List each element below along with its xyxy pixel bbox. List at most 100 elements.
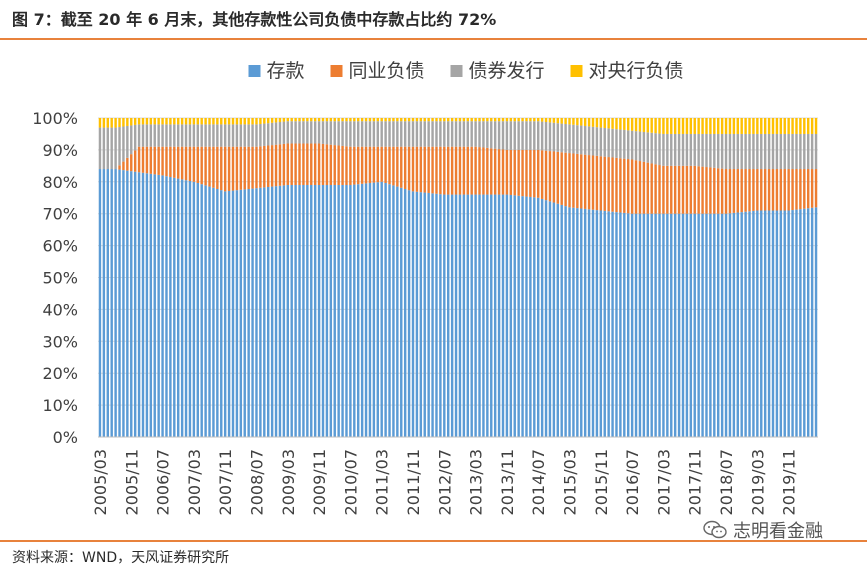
bar-segment	[767, 210, 771, 437]
bar-segment	[435, 121, 438, 147]
bar-segment	[779, 118, 783, 134]
bar-segment	[544, 118, 548, 122]
bar-segment	[638, 213, 642, 437]
bar-segment	[474, 118, 477, 122]
bar-segment	[274, 144, 278, 187]
bar-segment	[126, 125, 129, 158]
bar-segment	[447, 194, 450, 437]
bar-segment	[388, 146, 391, 185]
bar-segment	[580, 208, 583, 437]
bar-segment	[677, 118, 681, 134]
bar-segment	[263, 118, 266, 124]
bar-segment	[740, 212, 743, 437]
bar-segment	[270, 118, 274, 123]
bar-segment	[763, 169, 767, 211]
bar-segment	[122, 161, 125, 171]
bar-segment	[572, 153, 575, 208]
bar-segment	[521, 196, 524, 437]
bar-segment	[188, 124, 192, 147]
bar-segment	[458, 121, 462, 147]
bar-segment	[760, 133, 763, 170]
bar-segment	[161, 146, 164, 176]
bar-segment	[560, 123, 563, 153]
bar-segment	[333, 184, 336, 437]
bar-segment	[709, 118, 712, 134]
bar-segment	[165, 118, 168, 125]
bar-segment	[634, 213, 638, 437]
bar-segment	[744, 169, 747, 212]
bar-segment	[728, 213, 732, 437]
x-tick-label: 2007/03	[185, 449, 204, 515]
bar-segment	[740, 133, 743, 170]
bar-segment	[286, 143, 289, 185]
bar-segment	[196, 124, 199, 147]
bar-segment	[427, 121, 430, 147]
bar-segment	[392, 121, 395, 147]
bar-segment	[458, 118, 462, 122]
bar-segment	[368, 121, 372, 147]
bar-segment	[724, 169, 728, 214]
bar-segment	[439, 194, 442, 437]
bar-segment	[431, 118, 434, 122]
bar-segment	[799, 169, 802, 210]
wechat-icon	[703, 520, 727, 539]
x-tick-label: 2005/03	[91, 449, 110, 515]
bar-segment	[212, 187, 215, 437]
y-tick-label: 90%	[42, 141, 78, 160]
bar-segment	[533, 197, 536, 437]
bar-segment	[165, 146, 168, 177]
bar-segment	[673, 165, 677, 214]
bar-segment	[595, 210, 599, 437]
bar-segment	[544, 200, 548, 437]
bar-segment	[447, 146, 450, 195]
bar-segment	[423, 146, 426, 193]
bar-segment	[317, 184, 321, 437]
bar-segment	[646, 213, 649, 437]
bar-segment	[689, 133, 693, 166]
bar-segment	[157, 174, 160, 437]
bar-segment	[227, 118, 231, 125]
bar-segment	[173, 146, 176, 178]
bar-segment	[306, 121, 309, 144]
bar-segment	[767, 133, 771, 170]
bar-segment	[427, 146, 430, 193]
bar-segment	[431, 193, 434, 437]
bar-segment	[493, 148, 497, 195]
bar-segment	[110, 169, 113, 438]
bar-segment	[357, 118, 360, 122]
bar-segment	[184, 146, 188, 181]
bar-segment	[415, 146, 419, 192]
bar-segment	[153, 146, 156, 175]
bar-segment	[153, 174, 156, 437]
x-tick-label: 2013/11	[498, 449, 517, 515]
bar-segment	[791, 133, 794, 170]
bar-segment	[169, 177, 172, 437]
bar-segment	[748, 133, 751, 170]
bar-segment	[364, 118, 368, 122]
bar-segment	[180, 124, 184, 147]
bar-segment	[239, 124, 243, 147]
bar-segment	[509, 121, 513, 150]
bar-segment	[787, 210, 790, 437]
bar-segment	[192, 118, 196, 125]
bar-segment	[623, 158, 626, 213]
bar-segment	[763, 210, 767, 437]
bar-segment	[537, 121, 540, 150]
bar-segment	[623, 129, 626, 159]
bar-segment	[486, 121, 489, 148]
bar-segment	[462, 118, 466, 122]
bar-segment	[717, 133, 720, 169]
bar-segment	[638, 118, 642, 132]
bar-segment	[454, 146, 458, 195]
bar-segment	[791, 169, 794, 211]
bar-segment	[329, 118, 333, 122]
bar-segment	[388, 118, 391, 122]
bar-segment	[552, 118, 556, 123]
bar-segment	[102, 118, 106, 128]
bar-segment	[106, 127, 109, 170]
bar-segment	[685, 165, 689, 214]
bar-segment	[803, 118, 806, 134]
bar-segment	[247, 124, 250, 147]
bar-segment	[450, 118, 454, 122]
bar-segment	[349, 184, 352, 437]
